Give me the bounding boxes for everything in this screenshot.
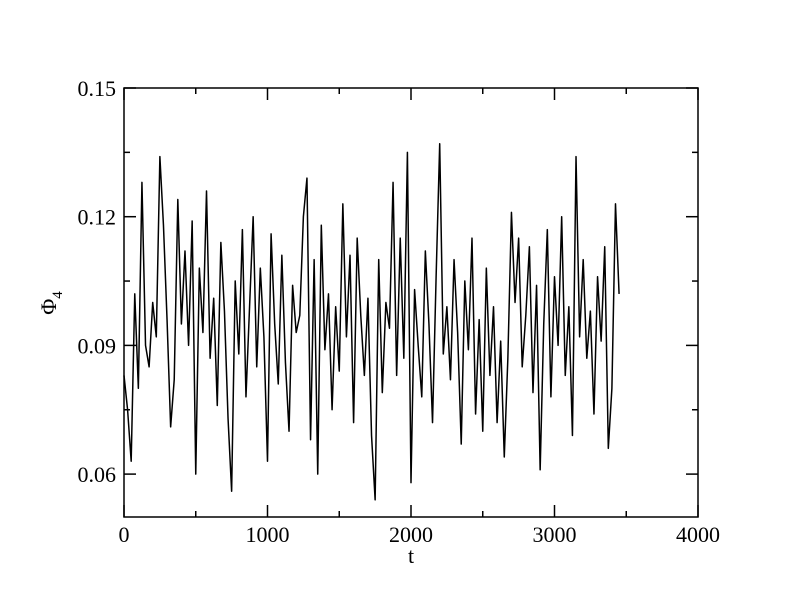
y-tick-label: 0.09 [78,333,117,358]
y-axis-label-subscript: 4 [50,291,66,299]
x-tick-label: 3000 [533,522,577,547]
y-axis-label: Φ4 [36,291,66,315]
x-tick-label: 2000 [389,522,433,547]
x-tick-label: 0 [119,522,130,547]
y-tick-label: 0.12 [78,205,117,230]
y-tick-label: 0.15 [78,76,117,101]
x-tick-label: 4000 [676,522,720,547]
y-axis-label-symbol: Φ [36,299,61,315]
x-tick-label: 1000 [246,522,290,547]
y-tick-label: 0.06 [78,462,117,487]
x-axis-label: t [408,543,414,568]
data-line [123,143,620,501]
